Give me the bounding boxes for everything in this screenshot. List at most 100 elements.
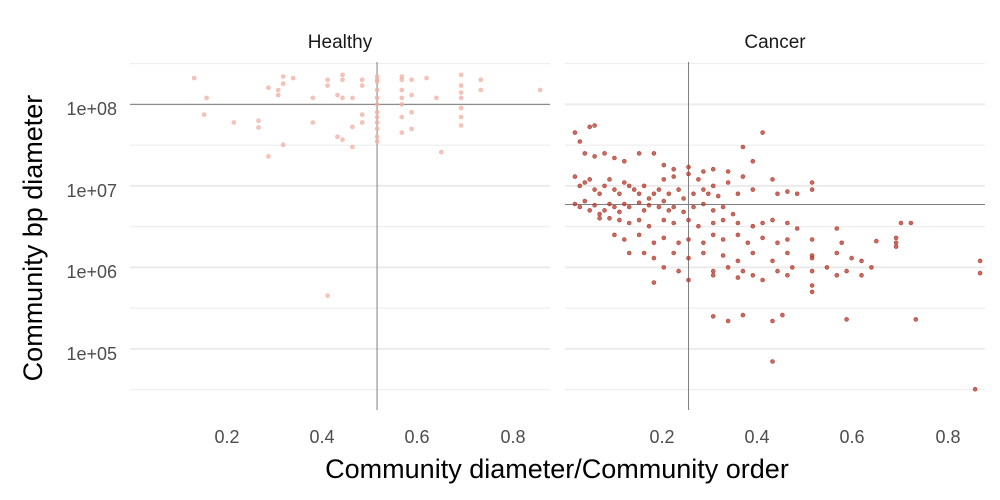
data-point <box>908 220 914 226</box>
data-point <box>359 112 365 117</box>
data-point <box>340 95 345 101</box>
data-point <box>750 250 756 256</box>
x-axis-title: Community diameter/Community order <box>325 454 789 484</box>
data-point <box>621 201 627 207</box>
data-point <box>686 171 691 177</box>
data-point <box>458 83 464 88</box>
data-point <box>809 289 815 295</box>
data-point <box>612 232 617 238</box>
data-point <box>626 250 632 256</box>
data-point <box>641 250 647 256</box>
data-point <box>720 217 726 223</box>
data-point <box>740 144 746 150</box>
healthy-reference-lines <box>130 62 550 410</box>
data-point <box>789 265 795 270</box>
data-point <box>572 130 578 135</box>
data-point <box>740 312 746 318</box>
data-point <box>310 95 316 101</box>
data-point <box>597 191 602 197</box>
panel-cancer: Cancer 0.2 0.4 0.6 0.8 <box>565 32 985 447</box>
data-point <box>621 159 627 164</box>
data-point <box>438 149 444 155</box>
data-point <box>641 208 647 213</box>
data-point <box>646 202 652 208</box>
data-point <box>612 187 617 192</box>
data-point <box>839 240 845 246</box>
data-point <box>350 124 355 130</box>
data-point <box>617 217 622 223</box>
data-point <box>671 220 677 226</box>
data-point <box>809 187 815 192</box>
cancer-x-tick-labels: 0.2 0.4 0.6 0.8 <box>649 427 960 447</box>
data-point <box>325 293 330 298</box>
data-point <box>780 312 785 318</box>
data-point <box>310 120 316 125</box>
data-point <box>636 191 642 197</box>
data-point <box>691 204 696 210</box>
data-point <box>409 126 414 132</box>
data-point <box>607 177 612 182</box>
data-point <box>676 268 681 274</box>
data-point <box>374 102 380 107</box>
data-point <box>913 317 919 322</box>
data-point <box>893 235 899 241</box>
data-point <box>582 198 588 204</box>
data-point <box>661 265 667 270</box>
healthy-points <box>191 72 543 298</box>
data-point <box>350 144 355 150</box>
data-point <box>266 85 271 90</box>
data-point <box>701 169 706 174</box>
data-point <box>873 238 879 244</box>
data-point <box>458 90 464 95</box>
data-point <box>735 258 741 264</box>
data-point <box>809 253 815 258</box>
data-point <box>710 183 716 189</box>
data-point <box>710 166 716 172</box>
data-point <box>671 204 677 210</box>
data-point <box>661 217 667 223</box>
data-point <box>701 187 706 192</box>
data-point <box>537 87 543 93</box>
data-point <box>275 87 281 93</box>
data-point <box>275 92 281 98</box>
data-point <box>592 202 597 208</box>
data-point <box>696 177 701 182</box>
data-point <box>701 240 706 246</box>
data-point <box>592 187 597 192</box>
data-point <box>710 314 716 319</box>
data-point <box>770 359 775 364</box>
data-point <box>626 220 632 226</box>
data-point <box>725 318 731 324</box>
data-point <box>740 268 746 274</box>
data-point <box>686 255 691 261</box>
data-point <box>750 223 756 229</box>
data-point <box>893 244 899 249</box>
data-point <box>740 174 746 179</box>
data-point <box>231 120 237 125</box>
data-point <box>577 204 583 210</box>
data-point <box>325 83 330 88</box>
data-point <box>335 134 340 140</box>
data-point <box>705 191 711 197</box>
data-point <box>592 123 597 128</box>
data-point <box>710 272 716 278</box>
data-point <box>725 265 731 270</box>
data-point <box>710 208 716 213</box>
data-point <box>824 265 830 270</box>
data-point <box>809 237 815 242</box>
data-point <box>834 250 840 256</box>
data-point <box>977 270 983 276</box>
data-point <box>617 209 622 215</box>
y-axis-title: Community bp diameter <box>18 95 48 382</box>
data-point <box>661 235 667 241</box>
data-point <box>651 151 657 156</box>
data-point <box>399 95 405 101</box>
data-point <box>770 177 775 182</box>
data-point <box>809 180 815 185</box>
data-point <box>582 151 588 156</box>
data-point <box>617 191 622 197</box>
data-point <box>607 216 612 221</box>
data-point <box>834 226 840 231</box>
y-tick-label-1e+08: 1e+08 <box>66 99 117 119</box>
